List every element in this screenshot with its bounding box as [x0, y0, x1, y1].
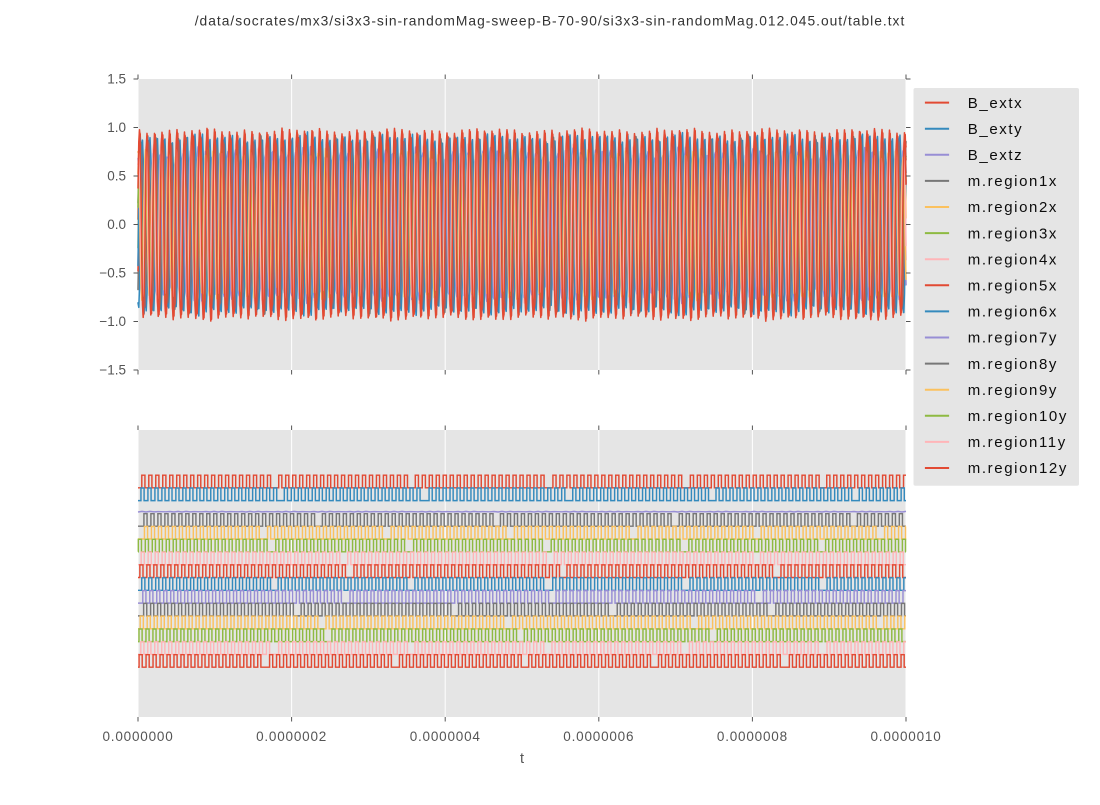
- svg-text:1.5: 1.5: [107, 72, 126, 87]
- svg-text:m.region6x: m.region6x: [968, 304, 1058, 321]
- svg-text:−0.5: −0.5: [99, 266, 126, 281]
- svg-text:m.region12y: m.region12y: [968, 460, 1068, 477]
- svg-text:B_exty: B_exty: [968, 121, 1023, 138]
- svg-text:m.region4x: m.region4x: [968, 251, 1058, 268]
- svg-text:m.region8y: m.region8y: [968, 356, 1058, 373]
- svg-text:m.region1x: m.region1x: [968, 173, 1058, 190]
- svg-text:m.region2x: m.region2x: [968, 199, 1058, 216]
- svg-text:m.region5x: m.region5x: [968, 278, 1058, 295]
- svg-text:0.0000000: 0.0000000: [102, 729, 173, 744]
- svg-text:0.5: 0.5: [107, 169, 126, 184]
- svg-text:m.region3x: m.region3x: [968, 225, 1058, 242]
- svg-text:B_extz: B_extz: [968, 147, 1023, 164]
- svg-text:m.region7y: m.region7y: [968, 330, 1058, 347]
- svg-text:0.0000002: 0.0000002: [256, 729, 327, 744]
- svg-text:m.region9y: m.region9y: [968, 382, 1058, 399]
- svg-text:0.0: 0.0: [107, 217, 126, 232]
- svg-text:0.0000008: 0.0000008: [717, 729, 788, 744]
- svg-text:0.0000004: 0.0000004: [410, 729, 481, 744]
- svg-text:1.0: 1.0: [107, 120, 126, 135]
- svg-text:/data/socrates/mx3/si3x3-sin-r: /data/socrates/mx3/si3x3-sin-randomMag-s…: [195, 14, 906, 29]
- svg-text:0.0000010: 0.0000010: [870, 729, 941, 744]
- svg-text:0.0000006: 0.0000006: [563, 729, 634, 744]
- svg-text:m.region11y: m.region11y: [968, 434, 1067, 451]
- svg-text:t: t: [520, 751, 524, 767]
- svg-text:m.region10y: m.region10y: [968, 408, 1068, 425]
- svg-text:−1.5: −1.5: [99, 363, 126, 378]
- svg-text:B_extx: B_extx: [968, 95, 1023, 112]
- svg-text:−1.0: −1.0: [99, 314, 126, 329]
